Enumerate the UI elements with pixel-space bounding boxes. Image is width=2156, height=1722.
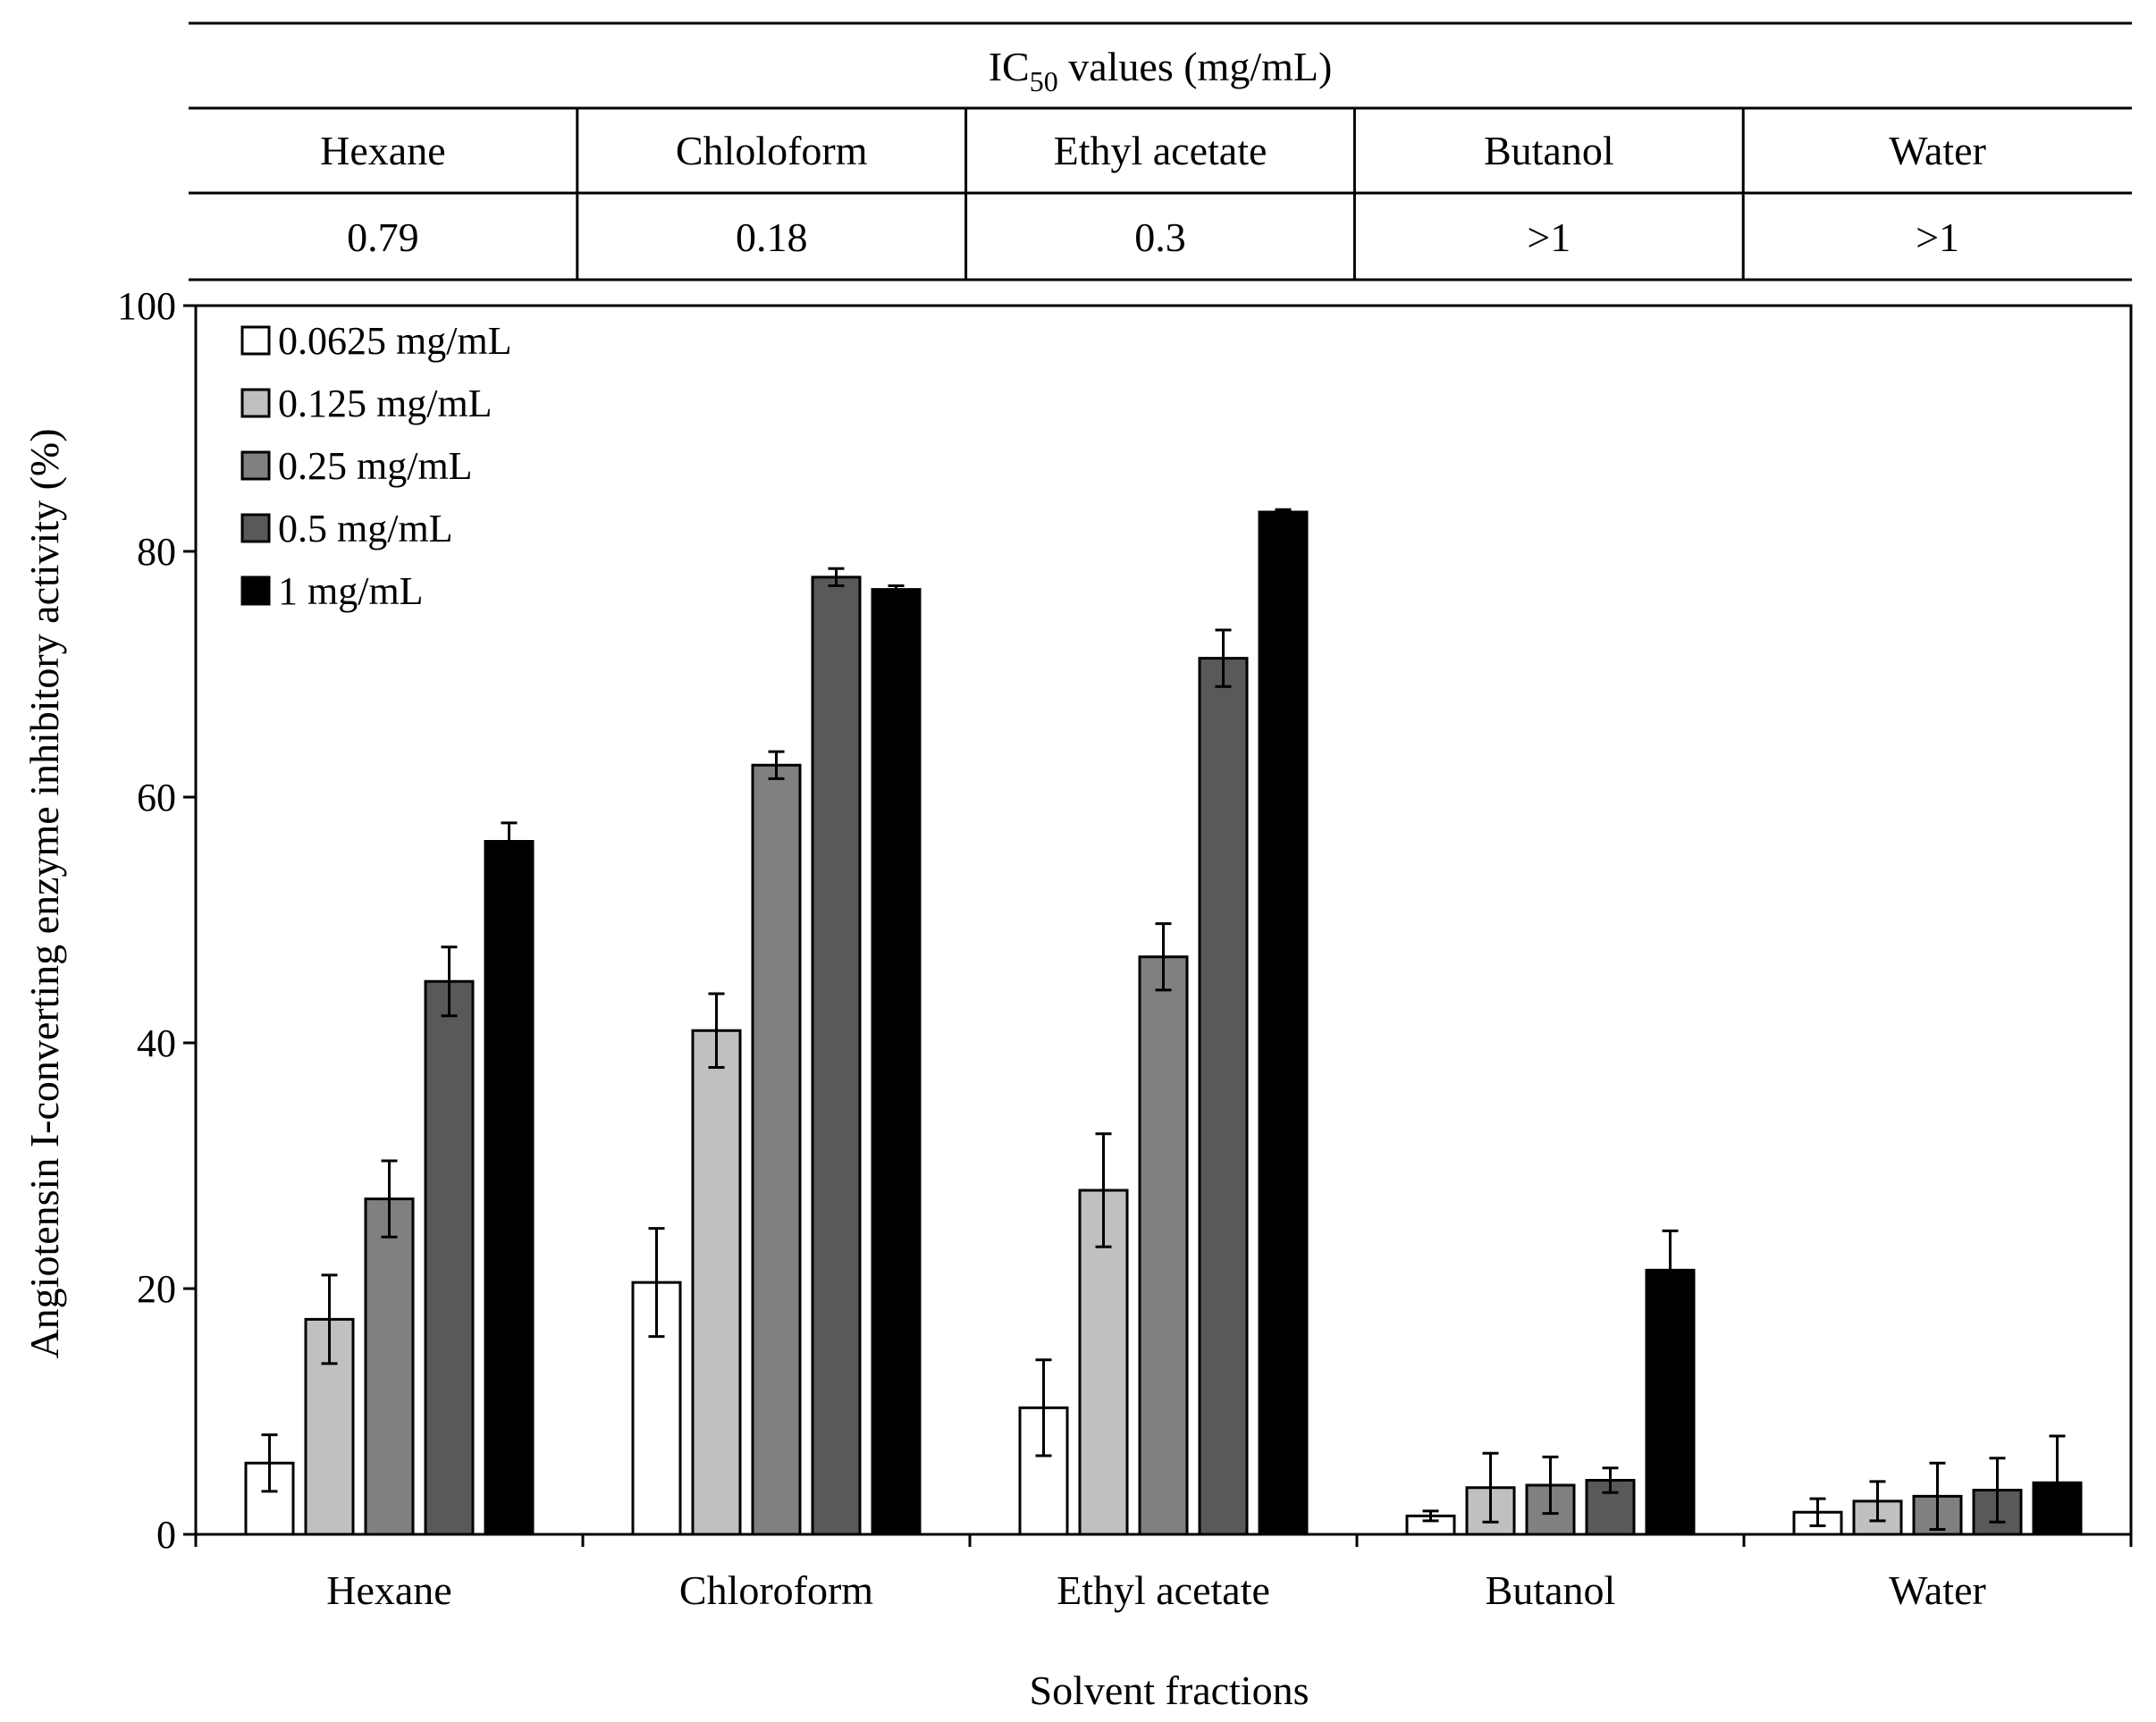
- y-tick-label: 40: [137, 1021, 176, 1065]
- table-header-cell: Butanol: [1484, 128, 1614, 173]
- table-value-cell: 0.3: [1134, 214, 1186, 260]
- x-tick-label: Butanol: [1486, 1567, 1616, 1613]
- x-tick-label: Water: [1889, 1567, 1986, 1613]
- bar: [1258, 510, 1309, 1536]
- table-title: IC50 values (mg/mL): [989, 44, 1333, 97]
- x-tick-label: Hexane: [326, 1567, 451, 1613]
- legend-swatch: [240, 388, 271, 418]
- bar: [424, 979, 475, 1536]
- y-tick-label: 20: [137, 1267, 176, 1311]
- legend-swatch: [240, 575, 271, 606]
- x-axis-title: Solvent fractions: [1030, 1667, 1310, 1713]
- legend-label: 0.5 mg/mL: [278, 507, 453, 550]
- y-tick-label: 100: [117, 284, 176, 328]
- legend-label: 0.0625 mg/mL: [278, 319, 512, 363]
- bar: [1138, 955, 1189, 1536]
- legend: 0.0625 mg/mL 0.125 mg/mL 0.25 mg/mL 0.5 mg/…: [240, 319, 512, 613]
- legend-label: 1 mg/mL: [278, 569, 424, 613]
- table-header-cell: Ethyl acetate: [1054, 128, 1267, 173]
- table-header-cell: Hexane: [320, 128, 445, 173]
- bar: [811, 575, 862, 1536]
- y-tick-label: 80: [137, 530, 176, 574]
- legend-swatch: [240, 450, 271, 481]
- y-axis-title-group: Angiotensin I-converting enzyme inhibito…: [21, 428, 67, 1358]
- legend-label: 0.25 mg/mL: [278, 444, 473, 488]
- bar: [364, 1197, 415, 1536]
- table-value-cell: >1: [1916, 214, 1959, 260]
- bar: [1198, 657, 1249, 1536]
- legend-swatch: [240, 325, 271, 356]
- table-header-cell: Chloloform: [676, 128, 868, 173]
- table-value-cell: 0.18: [736, 214, 808, 260]
- table-title-sub: 50: [1030, 65, 1058, 97]
- table-title-main: IC: [989, 44, 1030, 89]
- bar: [751, 763, 802, 1536]
- x-tick-label: Ethyl acetate: [1057, 1567, 1270, 1613]
- plot-frame: [194, 304, 2133, 1536]
- bar-chart: Angiotensin I-converting enzyme inhibito…: [21, 284, 2133, 1713]
- legend-swatch: [240, 513, 271, 543]
- ic50-table: IC50 values (mg/mL) Hexane Chloloform Ethy…: [189, 21, 2132, 281]
- table-value-cell: 0.79: [347, 214, 419, 260]
- table-header-cell: Water: [1889, 128, 1986, 173]
- legend-label: 0.125 mg/mL: [278, 382, 493, 425]
- table-title-rest: values (mg/mL): [1058, 44, 1333, 89]
- y-axis-title: Angiotensin I-converting enzyme inhibito…: [21, 428, 67, 1358]
- bar: [691, 1029, 742, 1536]
- bar: [871, 588, 922, 1536]
- y-tick-label: 0: [156, 1513, 176, 1557]
- bar: [484, 840, 535, 1536]
- table-value-cell: >1: [1527, 214, 1571, 260]
- x-tick-label: Chloroform: [679, 1567, 873, 1613]
- y-tick-label: 60: [137, 776, 176, 819]
